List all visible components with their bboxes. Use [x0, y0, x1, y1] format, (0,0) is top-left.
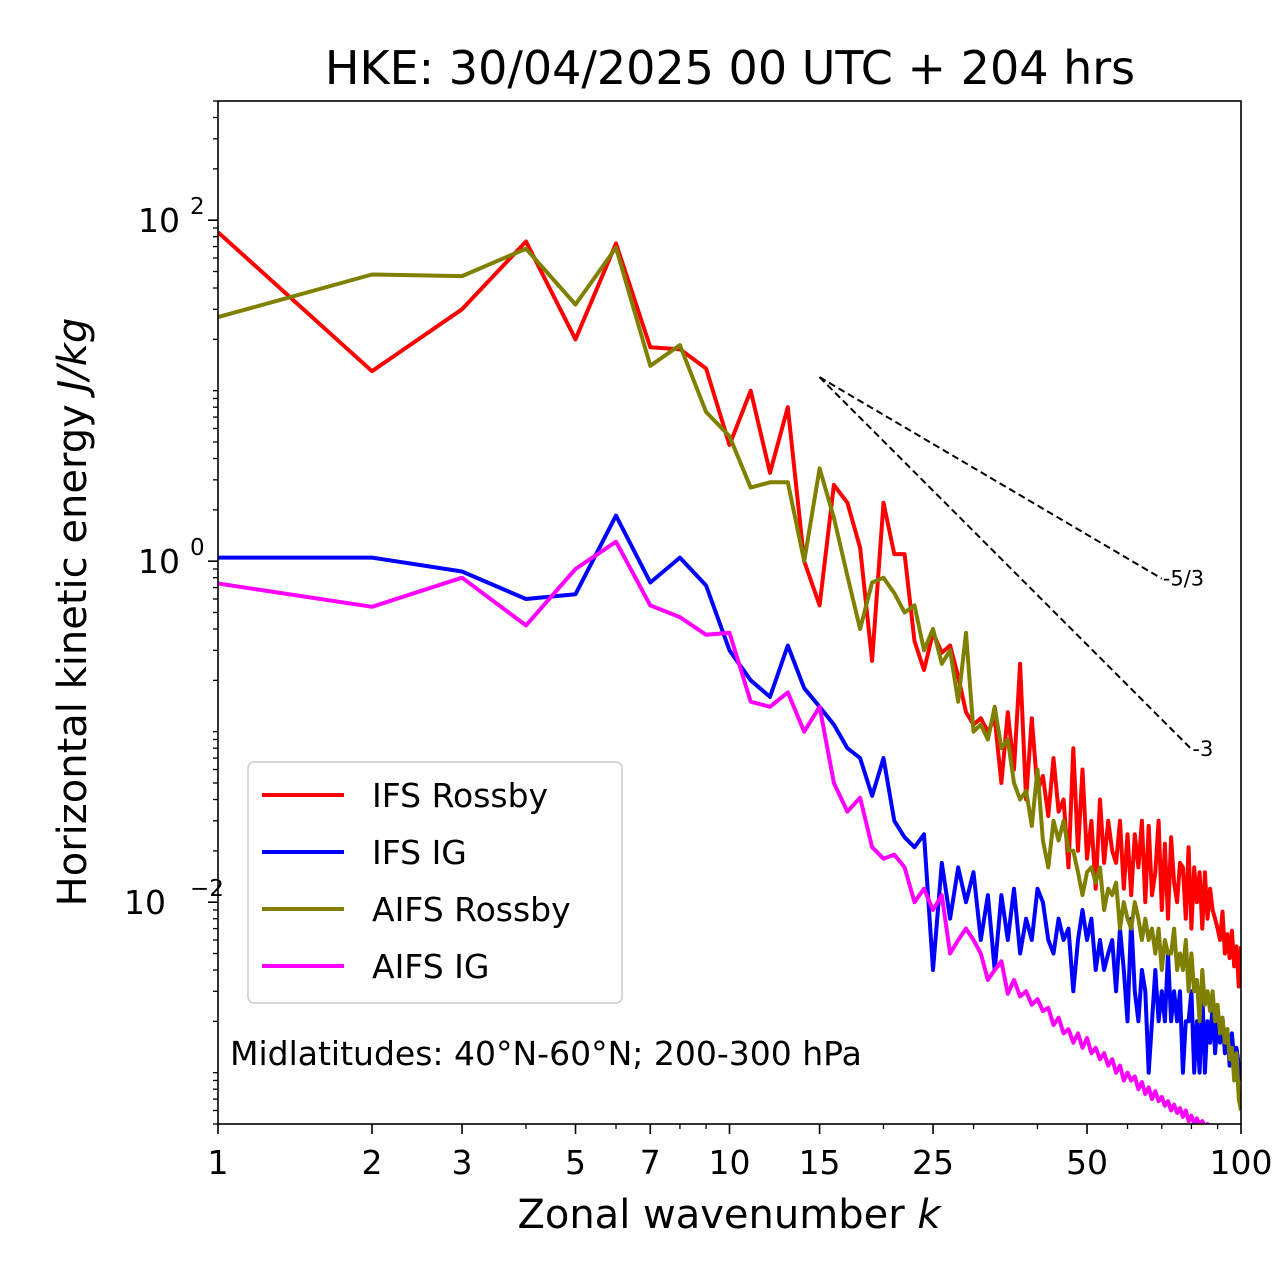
y-tick-exponent: 2	[190, 194, 205, 220]
series-layer	[218, 230, 1241, 1124]
x-axis-ticks: 1 2 3 5 7 10 15 25 50 100	[208, 1124, 1273, 1182]
y-axis-label-units: J/kg	[50, 318, 96, 399]
series-line-ifs-ig	[218, 513, 1241, 1081]
region-annotation: Midlatitudes: 40°N-60°N; 200-300 hPa	[230, 1034, 862, 1073]
reference-slope-label: -5/3	[1163, 567, 1204, 591]
x-tick-label: 7	[640, 1143, 661, 1182]
x-tick-label: 1	[208, 1143, 229, 1182]
legend: IFS Rossby IFS IG AIFS Rossby AIFS IG	[247, 761, 623, 1004]
y-axis-ticks: 10 2 10 0 10 −2	[124, 100, 224, 1125]
reference-slope-label: -3	[1192, 737, 1213, 761]
y-tick-label: 10	[138, 201, 180, 240]
legend-box	[247, 761, 623, 1004]
x-tick-label: 5	[565, 1143, 586, 1182]
reference-slopes: -5/3 -3	[818, 376, 1213, 761]
legend-label: AIFS IG	[372, 947, 489, 986]
x-tick-label: 100	[1210, 1143, 1273, 1182]
x-tick-label: 25	[912, 1143, 954, 1182]
legend-label: AIFS Rossby	[372, 890, 571, 929]
x-axis-label: Zonal wavenumber k	[517, 1192, 942, 1238]
reference-slope-line	[819, 376, 1163, 580]
y-tick-label: 10	[138, 542, 180, 581]
x-tick-label: 10	[709, 1143, 751, 1182]
legend-label: IFS Rossby	[372, 776, 548, 815]
x-tick-label: 2	[361, 1143, 382, 1182]
series-line-aifs-rossby	[218, 245, 1241, 1111]
legend-label: IFS IG	[372, 833, 467, 872]
x-tick-label: 3	[452, 1143, 473, 1182]
y-tick-exponent: −2	[190, 876, 224, 902]
x-tick-label: 15	[799, 1143, 841, 1182]
chart-title: HKE: 30/04/2025 00 UTC + 204 hrs	[325, 41, 1135, 95]
y-axis-label: Horizontal kinetic energy J/kg	[50, 318, 96, 907]
series-line-ifs-rossby	[218, 230, 1241, 989]
y-tick-exponent: 0	[190, 535, 205, 561]
legend-entries: IFS Rossby IFS IG AIFS Rossby AIFS IG	[262, 776, 571, 986]
x-axis-label-var: k	[917, 1192, 942, 1238]
y-tick-label: 10	[124, 883, 166, 922]
x-tick-label: 50	[1066, 1143, 1108, 1182]
